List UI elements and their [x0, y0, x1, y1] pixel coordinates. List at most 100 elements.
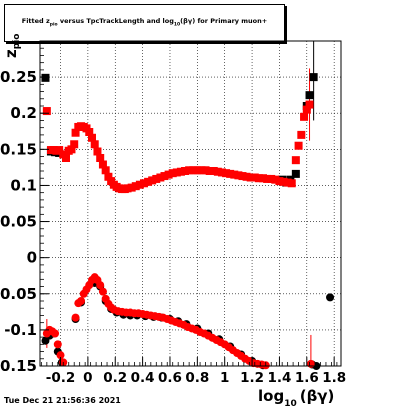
point-s2-46 [193, 166, 202, 175]
title-box: Fitted zpio versus TpcTrackLength and lo… [4, 4, 285, 42]
grid-lines [40, 41, 341, 367]
point-s2-39 [164, 170, 173, 179]
x-tick-label-10: 1.8 [322, 370, 346, 386]
point-s2-18 [93, 147, 102, 156]
point-s2-48 [201, 166, 210, 175]
point-s2-30 [127, 183, 136, 192]
x-tick-label-3: 0.4 [131, 370, 155, 386]
datestamp: Tue Dec 21 21:56:36 2021 [4, 396, 121, 405]
point-s0-0 [41, 73, 50, 82]
point-s2-17 [90, 140, 99, 149]
y-tick-label-2: 0.15 [0, 140, 37, 158]
point-s2-0 [42, 107, 51, 116]
point-s2-31 [131, 182, 140, 191]
x-axis-title: log10 (βγ) [258, 387, 334, 409]
x-tick-label-4: 0.6 [158, 370, 182, 386]
point-s2-54 [226, 169, 235, 178]
point-s0-7 [291, 169, 300, 178]
point-s2-50 [209, 167, 218, 175]
x-tick-labels: -0.2 0 0.2 0.4 0.6 0.8 1 1.2 1.4 1.6 1.8 [46, 370, 346, 386]
point-s2-55 [230, 170, 239, 179]
plot-frame [39, 40, 342, 367]
point-s2-43 [181, 167, 190, 175]
axis-ticks [40, 47, 338, 367]
point-s2-33 [139, 179, 148, 188]
x-tick-label-1: 0 [83, 370, 92, 386]
point-s2-66 [275, 177, 284, 186]
point-s3-5 [56, 351, 65, 360]
point-s2-56 [234, 171, 243, 180]
x-tick-label-9: 1.6 [295, 370, 319, 386]
point-s2-34 [144, 177, 153, 186]
point-s2-75 [305, 100, 314, 109]
point-s2-47 [197, 166, 206, 175]
point-s2-38 [160, 172, 169, 181]
point-s2-62 [259, 174, 268, 183]
point-s2-8 [67, 145, 76, 154]
y-tick-label-6: -0.05 [0, 285, 37, 303]
point-s2-45 [189, 166, 198, 175]
y-tick-label-3: 0.1 [10, 176, 37, 194]
point-s2-63 [263, 174, 272, 183]
point-s2-74 [302, 105, 311, 114]
point-s2-36 [152, 174, 161, 183]
point-s1-30 [326, 293, 335, 302]
point-s2-65 [271, 175, 280, 184]
point-s2-21 [101, 166, 110, 175]
point-s2-70 [291, 156, 300, 165]
point-s2-16 [87, 133, 96, 142]
point-s3-17 [98, 287, 107, 296]
point-s2-58 [242, 172, 251, 181]
y-tick-label-5: 0 [27, 249, 37, 267]
y-tick-label-7: -0.1 [4, 321, 37, 339]
point-s2-64 [267, 174, 276, 183]
point-s2-42 [176, 167, 185, 176]
point-s2-6 [61, 154, 70, 162]
point-s2-35 [148, 176, 157, 185]
y-axis-title: zpio [2, 34, 22, 58]
point-s2-32 [135, 180, 144, 189]
point-s3-59 [306, 359, 315, 368]
point-s3-16 [96, 281, 105, 290]
point-s2-60 [250, 173, 259, 182]
point-s2-19 [96, 154, 105, 162]
data-points [41, 73, 335, 370]
point-s2-49 [205, 167, 214, 175]
x-tick-label-2: 0.2 [103, 370, 127, 386]
point-s3-4 [53, 340, 62, 349]
point-s2-53 [222, 169, 231, 178]
y-tick-label-8: -0.15 [0, 357, 37, 375]
point-s2-37 [156, 173, 165, 182]
point-s3-7 [71, 313, 80, 322]
point-s2-20 [98, 160, 107, 169]
point-s2-41 [172, 168, 181, 177]
point-s3-9 [77, 297, 86, 305]
y-tick-labels: 0.25 0.2 0.15 0.1 0.05 0 -0.05 -0.1 -0.15 [0, 68, 37, 375]
point-s2-10 [71, 128, 80, 137]
x-tick-label-8: 1.4 [267, 370, 291, 386]
point-s2-9 [70, 140, 79, 149]
point-s0-9 [305, 91, 314, 100]
error-bars [46, 41, 315, 366]
y-tick-label-0: 0.25 [0, 68, 37, 86]
point-s0-10 [309, 73, 318, 82]
point-s3-3 [51, 329, 60, 338]
point-s2-71 [294, 141, 303, 150]
point-s2-57 [238, 172, 247, 181]
point-s2-59 [246, 173, 255, 182]
point-s2-44 [185, 166, 194, 175]
y-tick-label-1: 0.2 [10, 104, 37, 122]
x-tick-label-7: 1.2 [240, 370, 264, 386]
point-s2-51 [213, 167, 222, 176]
chart-title: Fitted zpio versus TpcTrackLength and lo… [21, 17, 268, 28]
x-tick-label-5: 0.8 [185, 370, 209, 386]
y-tick-label-4: 0.05 [0, 213, 37, 231]
point-s2-22 [104, 172, 113, 181]
point-s2-40 [168, 169, 177, 178]
point-s2-15 [85, 128, 94, 136]
point-s2-68 [283, 178, 292, 187]
x-tick-label-6: 1 [220, 370, 229, 386]
point-s2-29 [123, 184, 132, 193]
point-s2-73 [300, 112, 309, 121]
